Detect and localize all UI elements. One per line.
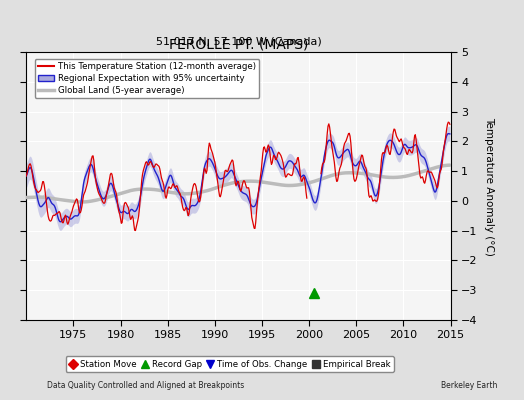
Legend: Station Move, Record Gap, Time of Obs. Change, Empirical Break: Station Move, Record Gap, Time of Obs. C…	[66, 356, 394, 372]
Text: Berkeley Earth: Berkeley Earth	[441, 381, 498, 390]
Y-axis label: Temperature Anomaly (°C): Temperature Anomaly (°C)	[484, 116, 494, 256]
Title: FEROLLE PT. (MAPS): FEROLLE PT. (MAPS)	[169, 38, 308, 52]
Text: 51.017 N, 57.100 W (Canada): 51.017 N, 57.100 W (Canada)	[156, 37, 321, 47]
Text: Data Quality Controlled and Aligned at Breakpoints: Data Quality Controlled and Aligned at B…	[47, 381, 244, 390]
